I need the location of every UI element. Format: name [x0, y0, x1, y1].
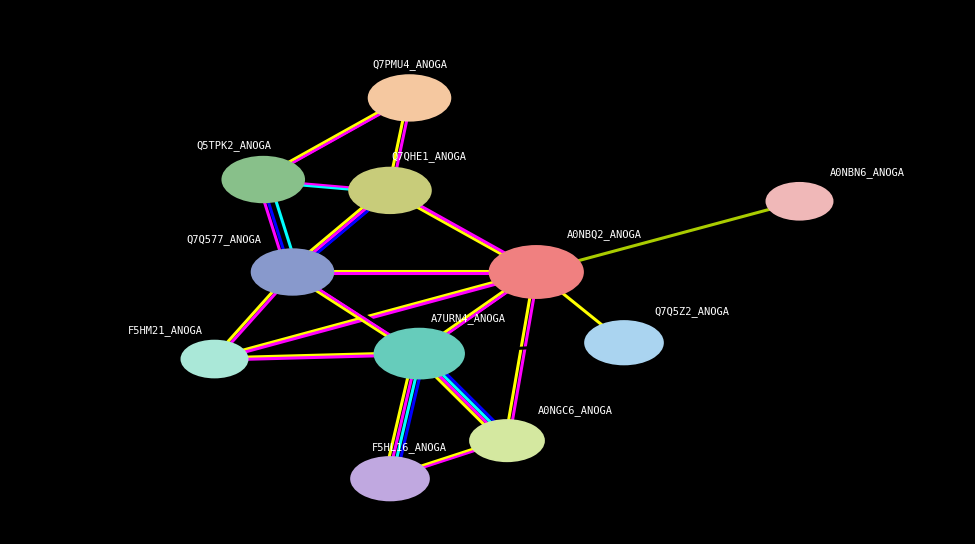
Text: F5HL16_ANOGA: F5HL16_ANOGA [372, 442, 447, 453]
Text: Q7PMU4_ANOGA: Q7PMU4_ANOGA [372, 59, 447, 70]
Text: Q5TPK2_ANOGA: Q5TPK2_ANOGA [197, 140, 271, 151]
Circle shape [351, 457, 429, 500]
Circle shape [585, 321, 663, 364]
Circle shape [766, 183, 833, 220]
Circle shape [181, 341, 248, 378]
Text: A7URN4_ANOGA: A7URN4_ANOGA [431, 313, 505, 324]
Circle shape [374, 329, 464, 379]
Text: F5HM21_ANOGA: F5HM21_ANOGA [129, 325, 203, 336]
Circle shape [252, 249, 333, 295]
Circle shape [470, 420, 544, 461]
Text: Q7QHE1_ANOGA: Q7QHE1_ANOGA [392, 151, 466, 162]
Circle shape [369, 75, 450, 121]
Text: A0NBN6_ANOGA: A0NBN6_ANOGA [831, 168, 905, 178]
Text: Q7Q577_ANOGA: Q7Q577_ANOGA [187, 234, 261, 245]
Text: A0NBQ2_ANOGA: A0NBQ2_ANOGA [567, 230, 642, 240]
Circle shape [222, 157, 304, 202]
Circle shape [489, 246, 583, 298]
Text: A0NGC6_ANOGA: A0NGC6_ANOGA [538, 405, 612, 416]
Circle shape [349, 168, 431, 213]
Text: Q7Q5Z2_ANOGA: Q7Q5Z2_ANOGA [655, 306, 729, 317]
